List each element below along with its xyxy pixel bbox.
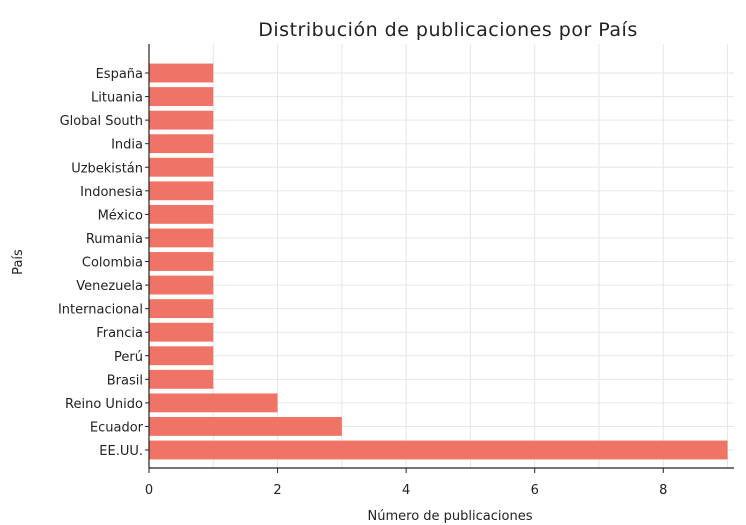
bar [149,87,214,106]
y-tick-label: Ecuador [90,420,144,435]
x-tick-labels: 0 2 4 6 8 [145,468,667,498]
y-tick-label: Colombia [82,256,143,271]
x-tick-label: 4 [402,483,410,498]
chart-title: Distribución de publicaciones por País [258,19,637,41]
bar [149,134,214,154]
bar [149,252,214,271]
y-tick-label: Perú [114,350,143,365]
y-tick-label: India [111,138,143,153]
grid [149,44,734,468]
bar [149,228,214,248]
y-tick-label: Venezuela [76,279,143,294]
bar [149,440,728,460]
x-axis-label: Número de publicaciones [368,509,533,524]
y-tick-label: Global South [60,114,143,129]
x-tick-label: 6 [531,483,539,498]
y-tick-label: Indonesia [80,185,143,200]
y-tick-label: Francia [96,326,143,341]
bar [149,299,214,319]
y-tick-label: México [98,208,143,223]
bar [149,393,278,413]
y-tick-labels: España Lituania Global South India Uzbekistá… [58,67,149,459]
y-tick-label: Uzbekistán [71,161,143,176]
bar [149,204,214,224]
y-tick-label: Rumania [86,232,143,247]
y-tick-label: Reino Unido [65,397,143,412]
y-axis-label: País [11,249,26,275]
x-tick-label: 0 [145,483,153,498]
x-tick-label: 8 [659,483,667,498]
bar [149,346,214,366]
bar [149,417,342,436]
bar [149,157,214,177]
bar [149,63,214,83]
bar [149,181,214,201]
x-tick-label: 2 [273,483,281,498]
y-tick-label: Brasil [107,373,143,388]
y-tick-label: España [96,67,143,82]
y-tick-label: EE.UU. [99,444,143,459]
y-tick-label: Lituania [91,91,143,106]
bar [149,369,214,389]
y-tick-label: Internacional [58,303,143,318]
bar [149,322,214,342]
bars [149,63,728,460]
bar [149,275,214,295]
bar [149,110,214,130]
